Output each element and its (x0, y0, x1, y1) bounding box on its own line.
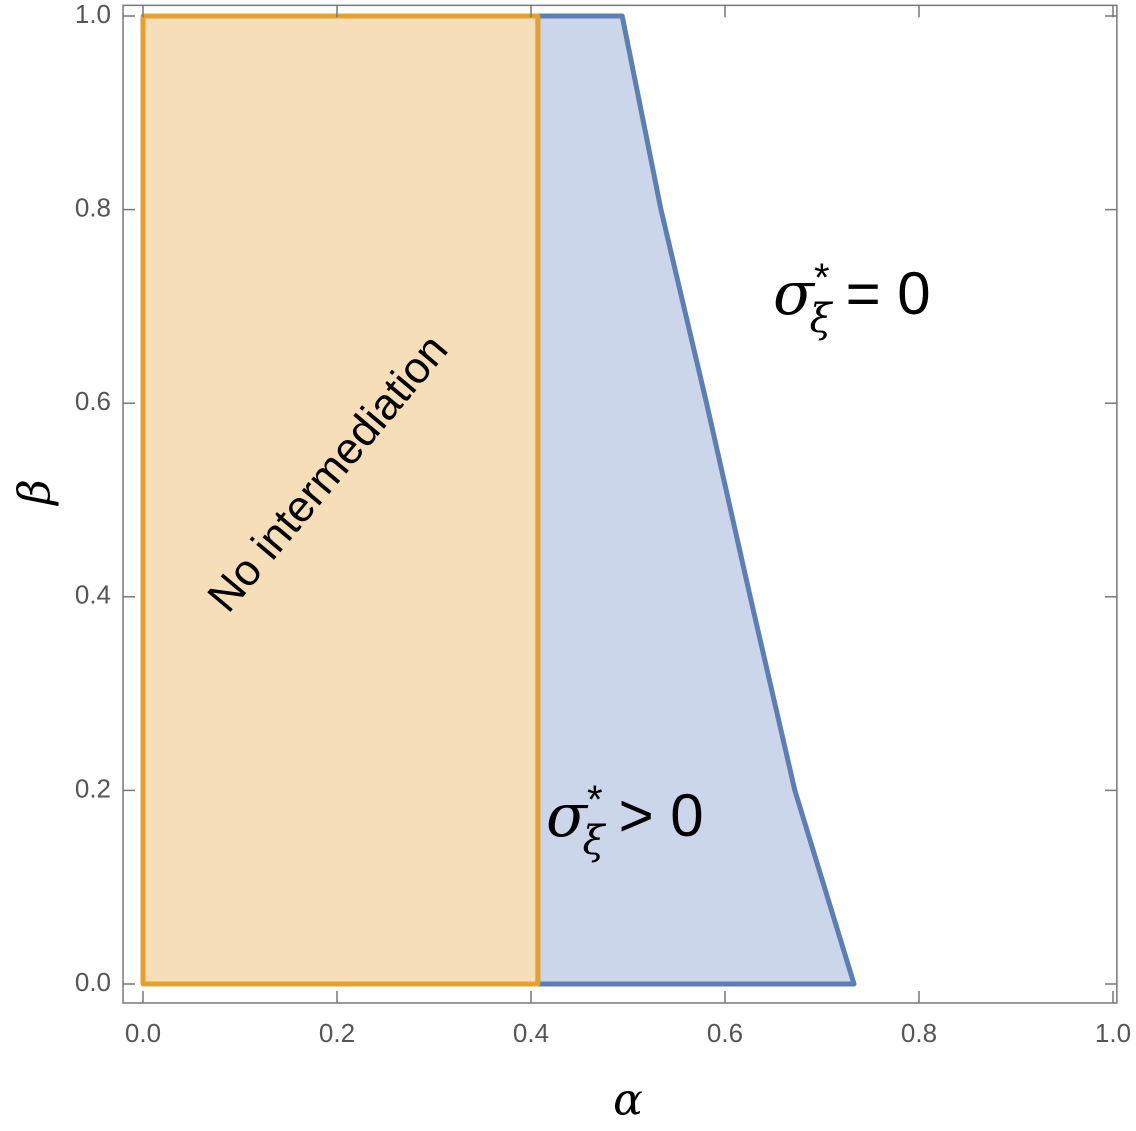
relation: = 0 (846, 260, 931, 327)
subscript: ξ (583, 818, 607, 864)
x-tick-label: 0.0 (125, 1018, 161, 1048)
region-label: σ* ξ > 0 (546, 778, 704, 864)
region-label: σ* ξ = 0 (773, 256, 931, 342)
region (535, 13, 857, 987)
x-tick-label: 1.0 (1095, 1018, 1131, 1048)
y-tick-label: 0.4 (75, 580, 111, 610)
subscript: ξ (810, 296, 834, 342)
symbol: σ (546, 781, 589, 851)
y-tick-label: 1.0 (75, 0, 111, 29)
relation: > 0 (619, 782, 704, 849)
x-tick-label: 0.2 (319, 1018, 355, 1048)
symbol: σ (773, 259, 816, 329)
y-tick-label: 0.2 (75, 773, 111, 803)
y-tick-label: 0.8 (75, 192, 111, 222)
superscript: * (587, 778, 603, 822)
x-tick-label: 0.6 (707, 1018, 743, 1048)
x-tick-label: 0.4 (513, 1018, 549, 1048)
x-axis-label: α (613, 1075, 643, 1126)
y-tick-label: 0.0 (75, 967, 111, 997)
x-tick-label: 0.8 (901, 1018, 937, 1048)
superscript: * (814, 256, 830, 300)
plot-frame (122, 4, 1118, 1004)
y-axis-label: β (10, 479, 61, 506)
y-tick-label: 0.6 (75, 386, 111, 416)
region (140, 13, 541, 987)
